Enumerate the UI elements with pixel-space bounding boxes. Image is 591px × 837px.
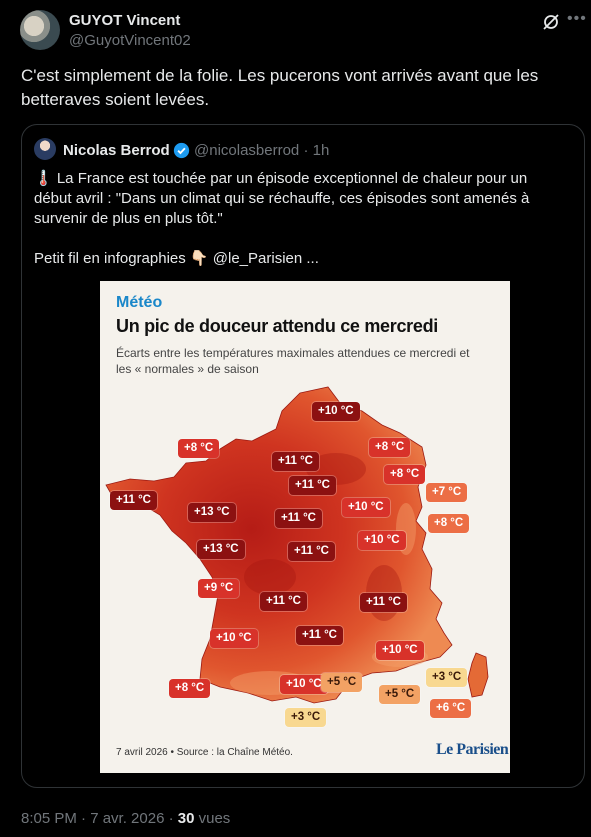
temperature-label: +8 °C	[384, 465, 426, 484]
infographic-title: Un pic de douceur attendu ce mercredi	[116, 316, 438, 336]
temperature-label: +11 °C	[296, 626, 343, 645]
le-parisien-logo: Le Parisien	[436, 741, 509, 758]
temperature-label: +8 °C	[178, 439, 220, 458]
temperature-label: +11 °C	[110, 491, 157, 510]
temperature-label: +10 °C	[376, 641, 424, 660]
temperature-label: +10 °C	[358, 531, 406, 550]
temperature-label: +5 °C	[321, 673, 363, 692]
temperature-label: +8 °C	[169, 679, 211, 698]
verified-badge-icon	[173, 142, 190, 159]
temperature-label: +8 °C	[369, 438, 411, 457]
infographic-subtitle: Écarts entre les températures maximales …	[116, 346, 470, 376]
temperature-label: +8 °C	[428, 514, 470, 533]
author-name[interactable]: GUYOT Vincent	[69, 12, 181, 29]
infographic-source: 7 avril 2026 • Source : la Chaîne Météo.	[116, 747, 293, 758]
temperature-label: +10 °C	[342, 498, 390, 517]
infographic-image[interactable]: Météo Un pic de douceur attendu ce mercr…	[100, 281, 510, 773]
grok-icon[interactable]	[541, 12, 561, 32]
temperature-label: +7 °C	[426, 483, 468, 502]
tweet-timestamp[interactable]: 8:05 PM · 7 avr. 2026 ·	[21, 810, 174, 827]
temperature-label: +10 °C	[312, 402, 360, 421]
temperature-label: +9 °C	[198, 579, 240, 598]
temperature-label: +10 °C	[280, 675, 328, 694]
temperature-label: +3 °C	[426, 668, 468, 687]
quoted-text-paragraph-1: 🌡️ La France est touchée par un épisode …	[34, 170, 530, 227]
temperature-label: +3 °C	[285, 708, 327, 727]
author-handle[interactable]: @GuyotVincent02	[69, 32, 191, 49]
author-avatar[interactable]	[20, 10, 60, 50]
tweet-footer: 8:05 PM · 7 avr. 2026 · 30 vues	[21, 810, 230, 827]
quoted-tweet[interactable]: Nicolas Berrod @nicolasberrod · 1h 🌡️ La…	[21, 124, 585, 788]
temperature-label: +11 °C	[289, 476, 336, 495]
infographic-kicker: Météo	[116, 294, 163, 311]
quoted-author-avatar[interactable]	[34, 138, 56, 160]
quoted-tweet-text: 🌡️ La France est touchée par un épisode …	[34, 169, 564, 269]
temperature-label: +11 °C	[288, 542, 335, 561]
temperature-label: +13 °C	[188, 503, 236, 522]
quoted-author-handle[interactable]: @nicolasberrod · 1h	[194, 142, 330, 159]
temperature-label: +11 °C	[272, 452, 319, 471]
temperature-label: +5 °C	[379, 685, 421, 704]
tweet-text: C'est simplement de la folie. Les pucero…	[21, 66, 539, 109]
temperature-label: +11 °C	[360, 593, 407, 612]
quoted-text-paragraph-2: Petit fil en infographies 👇🏻 @le_Parisie…	[34, 250, 319, 267]
more-options-icon[interactable]: •••	[567, 10, 587, 27]
views-label: vues	[198, 810, 231, 827]
temperature-label: +11 °C	[260, 592, 307, 611]
temperature-label: +6 °C	[430, 699, 472, 718]
temperature-label: +11 °C	[275, 509, 322, 528]
temperature-label: +10 °C	[210, 629, 258, 648]
france-outline	[105, 386, 453, 704]
temperature-label: +13 °C	[197, 540, 245, 559]
corsica	[467, 652, 489, 698]
views-count: 30	[177, 810, 195, 827]
quoted-author-name[interactable]: Nicolas Berrod	[63, 142, 170, 159]
